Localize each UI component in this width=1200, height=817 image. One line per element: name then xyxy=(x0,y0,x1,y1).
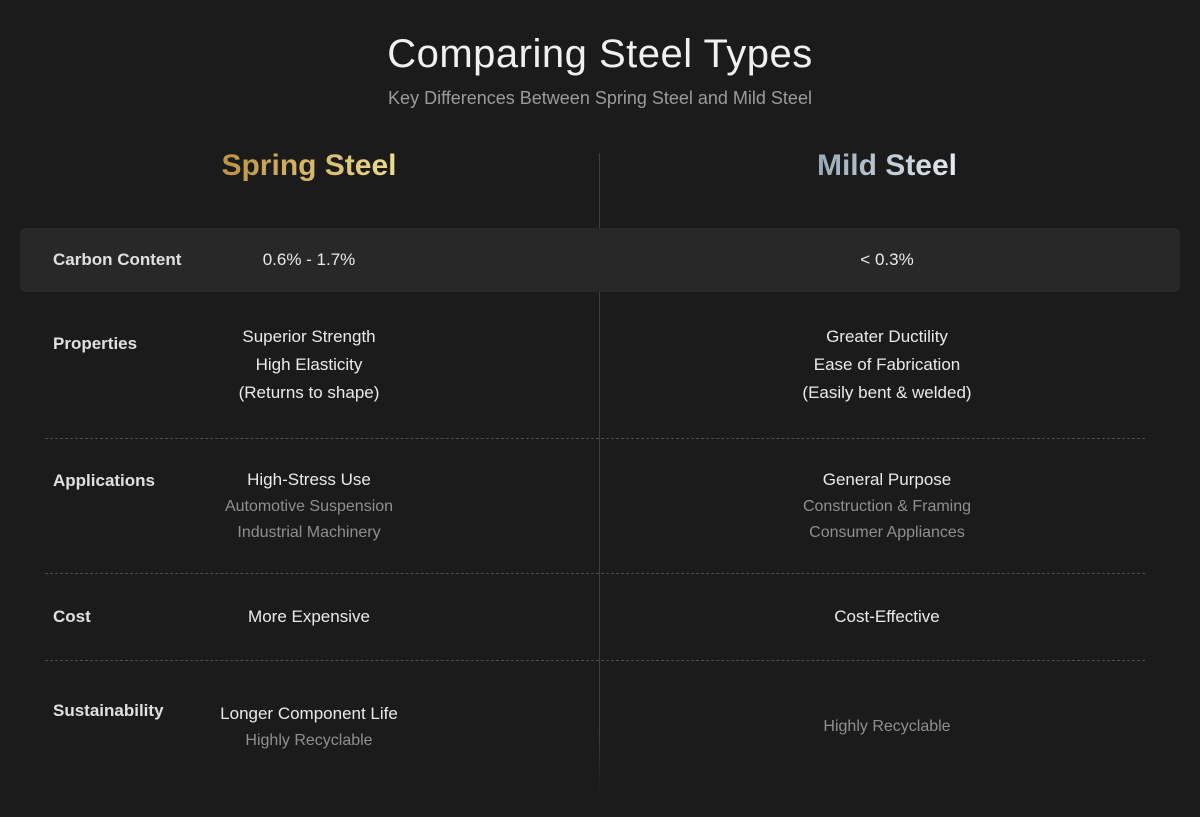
cell-line-primary: High Elasticity xyxy=(255,355,363,374)
row-divider xyxy=(45,573,1145,574)
center-divider xyxy=(599,153,600,793)
spring-steel-header: Spring Steel xyxy=(20,146,598,186)
row-label-applications: Applications xyxy=(53,471,156,490)
cell-line-primary: Greater Ductility xyxy=(826,327,948,346)
mild-cell-carbon-content: < 0.3% xyxy=(598,228,1176,292)
columns-header: Spring Steel Mild Steel xyxy=(0,146,1200,186)
spring-cell-sustainability: Longer Component Life Highly Recyclable xyxy=(20,661,598,793)
mild-steel-header: Mild Steel xyxy=(598,146,1176,186)
table-row-sustainability: Sustainability Longer Component Life Highl… xyxy=(0,661,1200,793)
mild-cell-properties: Greater Ductility Ease of Fabrication (Eas… xyxy=(598,292,1176,438)
cell-line-secondary: Consumer Appliances xyxy=(809,524,965,541)
page-header: Comparing Steel Types Key Differences Be… xyxy=(0,0,1200,110)
row-label-properties: Properties xyxy=(53,334,138,353)
page-title: Comparing Steel Types xyxy=(387,32,813,76)
table-row-cost: Cost More Expensive Cost-Effective xyxy=(0,574,1200,660)
page-subtitle: Key Differences Between Spring Steel and… xyxy=(388,88,812,108)
cell-line-secondary: Automotive Suspension xyxy=(224,498,394,515)
cell-line-primary: Longer Component Life xyxy=(220,704,398,723)
spring-steel-header-text: Spring Steel xyxy=(221,146,396,186)
cell-line-primary: General Purpose xyxy=(822,470,952,489)
comparison-table: Carbon Content 0.6% - 1.7% < 0.3% Propertie… xyxy=(0,228,1200,793)
row-label-cost: Cost xyxy=(53,607,91,626)
row-divider xyxy=(45,438,1145,439)
mild-steel-header-text: Mild Steel xyxy=(817,146,957,186)
mild-cell-cost: Cost-Effective xyxy=(598,574,1176,660)
cell-line-secondary: Industrial Machinery xyxy=(237,524,381,541)
row-divider xyxy=(45,660,1145,661)
row-label-carbon-content: Carbon Content xyxy=(53,250,182,269)
cell-line-primary: Cost-Effective xyxy=(834,607,940,626)
cell-line-primary: Superior Strength xyxy=(242,327,376,346)
cell-line-secondary: Highly Recyclable xyxy=(823,718,951,735)
table-row-carbon-content: Carbon Content 0.6% - 1.7% < 0.3% xyxy=(0,228,1200,292)
mild-cell-applications: General Purpose Construction & Framing Con… xyxy=(598,439,1176,573)
cell-line-primary: More Expensive xyxy=(248,607,370,626)
cell-line-primary: < 0.3% xyxy=(860,250,914,269)
spring-cell-cost: More Expensive xyxy=(20,574,598,660)
row-label-sustainability: Sustainability xyxy=(53,701,164,720)
table-row-applications: Applications High-Stress Use Automotive Su… xyxy=(0,439,1200,573)
spring-cell-applications: High-Stress Use Automotive Suspension Indu… xyxy=(20,439,598,573)
cell-line-primary: Ease of Fabrication xyxy=(813,355,961,374)
spring-cell-carbon-content: 0.6% - 1.7% xyxy=(20,228,598,292)
cell-line-secondary: Construction & Framing xyxy=(802,498,972,515)
cell-line-primary: High-Stress Use xyxy=(247,470,371,489)
cell-line-primary: (Returns to shape) xyxy=(238,383,380,402)
row-highlight-bg xyxy=(20,228,1180,292)
cell-line-primary: (Easily bent & welded) xyxy=(802,383,972,402)
table-row-properties: Properties Superior Strength High Elastici… xyxy=(0,292,1200,438)
mild-cell-sustainability: Highly Recyclable xyxy=(598,661,1176,793)
cell-line-secondary: Highly Recyclable xyxy=(245,732,373,749)
cell-line-primary: 0.6% - 1.7% xyxy=(262,250,356,269)
spring-cell-properties: Superior Strength High Elasticity (Returns… xyxy=(20,292,598,438)
